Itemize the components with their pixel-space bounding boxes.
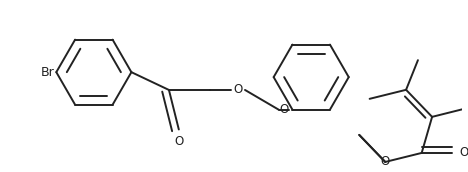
Text: Br: Br bbox=[41, 66, 54, 79]
Text: O: O bbox=[380, 155, 390, 168]
Text: O: O bbox=[174, 135, 183, 148]
Text: O: O bbox=[459, 146, 468, 159]
Text: O: O bbox=[279, 103, 288, 116]
Text: O: O bbox=[234, 83, 243, 96]
